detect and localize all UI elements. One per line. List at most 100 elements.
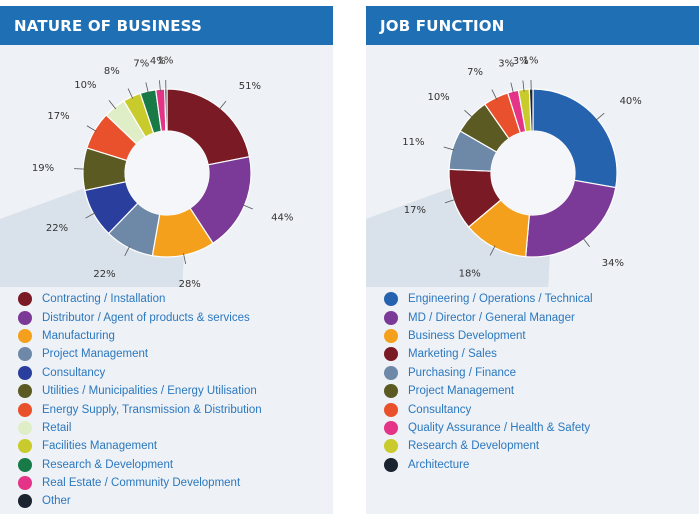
- leader-line-consultancy: [491, 89, 498, 100]
- job-function-panel: JOB FUNCTION 40% 34% 18% 17% 11% 10% 7% 3% 3% 1% …: [366, 6, 699, 514]
- chart-shadow: [366, 188, 550, 287]
- label-quality-assurance-health-and-safety: 3%: [498, 59, 514, 70]
- legend-label: Manufacturing: [42, 329, 115, 342]
- legend-item-md-director-general-manager: MD / Director / General Manager: [384, 308, 593, 326]
- legend-item-project-management: Project Management: [384, 382, 593, 400]
- label-consultancy: 7%: [467, 67, 483, 78]
- label-engineering-operations-technical: 40%: [620, 96, 642, 107]
- nature-of-business-panel: NATURE OF BUSINESS 51% 44% 28% 22% 22% 19% 17%…: [0, 6, 333, 514]
- donut-center: [125, 131, 209, 215]
- legend-swatch: [18, 494, 32, 509]
- legend-item-energy-supply-transmission-and-distribution: Energy Supply, Transmission & Distributi…: [18, 400, 262, 418]
- legend-item-contracting-installation: Contracting / Installation: [18, 290, 262, 308]
- legend-item-real-estate-community-development: Real Estate / Community Development: [18, 474, 262, 492]
- legend-swatch: [18, 476, 32, 491]
- legend-label: Distributor / Agent of products & servic…: [42, 311, 250, 324]
- legend-label: Consultancy: [408, 403, 472, 416]
- legend-swatch: [384, 310, 398, 325]
- leader-line-real-estate-community-development: [159, 80, 161, 92]
- legend-label: Contracting / Installation: [42, 293, 166, 306]
- legend-swatch: [18, 365, 32, 380]
- leader-line-md-director-general-manager: [582, 237, 590, 248]
- label-business-development: 18%: [459, 269, 481, 280]
- label-project-management: 10%: [427, 92, 449, 103]
- nature-of-business-donut-chart: 51% 44% 28% 22% 22% 19% 17% 10% 8% 7% 4%1%: [0, 56, 293, 287]
- label-facilities-management: 8%: [104, 66, 120, 77]
- legend-item-consultancy: Consultancy: [384, 400, 593, 418]
- legend-item-manufacturing: Manufacturing: [18, 327, 262, 345]
- legend-item-business-development: Business Development: [384, 327, 593, 345]
- legend-label: Facilities Management: [42, 440, 158, 453]
- legend-label: Energy Supply, Transmission & Distributi…: [42, 403, 262, 416]
- legend-item-research-and-development: Research & Development: [384, 437, 593, 455]
- legend-item-purchasing-finance: Purchasing / Finance: [384, 364, 593, 382]
- legend-item-distributor-agent-of-products-and-services: Distributor / Agent of products & servic…: [18, 308, 262, 326]
- leader-line-contracting-installation: [218, 100, 227, 110]
- legend-label: Other: [42, 495, 71, 508]
- chart-shadow: [0, 188, 184, 287]
- legend-label: Utilities / Municipalities / Energy Util…: [42, 385, 257, 398]
- leader-line-business-development: [489, 245, 496, 256]
- leader-line-consultancy: [85, 212, 96, 219]
- label-real-estate-community-development: 4%: [150, 56, 166, 67]
- legend-swatch: [384, 384, 398, 399]
- nature-of-business-title: NATURE OF BUSINESS: [0, 6, 333, 45]
- legend-label: Research & Development: [408, 440, 540, 453]
- legend-item-retail: Retail: [18, 419, 262, 437]
- legend-label: Project Management: [42, 348, 149, 361]
- legend-label: Engineering / Operations / Technical: [408, 293, 593, 306]
- leader-line-project-management: [124, 245, 131, 257]
- leader-line-quality-assurance-health-and-safety: [510, 82, 514, 94]
- legend-item-quality-assurance-health-and-safety: Quality Assurance / Health & Safety: [384, 419, 593, 437]
- leader-line-manufacturing: [183, 253, 187, 265]
- legend-swatch: [18, 439, 32, 454]
- label-distributor-agent-of-products-and-services: 44%: [271, 212, 293, 223]
- legend-item-facilities-management: Facilities Management: [18, 437, 262, 455]
- legend-swatch: [18, 457, 32, 472]
- job-function-legend: Engineering / Operations / Technical MD /…: [384, 290, 593, 474]
- label-project-management: 22%: [93, 269, 115, 280]
- label-research-and-development: 3%: [513, 56, 529, 67]
- legend-label: Architecture: [408, 458, 470, 471]
- leader-line-distributor-agent-of-products-and-services: [242, 204, 253, 210]
- label-energy-supply-transmission-and-distribution: 17%: [47, 111, 69, 122]
- label-md-director-general-manager: 34%: [602, 258, 624, 269]
- label-research-and-development: 7%: [133, 58, 149, 69]
- legend-swatch: [18, 420, 32, 435]
- legend-swatch: [384, 347, 398, 362]
- leader-line-retail: [108, 100, 117, 110]
- leader-line-project-management: [464, 109, 473, 118]
- legend-item-other: Other: [18, 492, 262, 510]
- legend-swatch: [384, 420, 398, 435]
- legend-label: Project Management: [408, 385, 515, 398]
- label-manufacturing: 28%: [179, 279, 201, 287]
- leader-line-research-and-development: [522, 80, 525, 92]
- legend-item-research-and-development: Research & Development: [18, 456, 262, 474]
- label-other: 1%: [158, 56, 174, 67]
- label-utilities-municipalities-energy-utilisation: 19%: [32, 163, 54, 174]
- legend-label: MD / Director / General Manager: [408, 311, 575, 324]
- legend-label: Business Development: [408, 329, 526, 342]
- legend-label: Real Estate / Community Development: [42, 477, 241, 490]
- legend-swatch: [384, 328, 398, 343]
- nature-of-business-legend: Contracting / Installation Distributor / …: [18, 290, 262, 511]
- legend-swatch: [18, 402, 32, 417]
- label-retail: 10%: [74, 80, 96, 91]
- donut-center: [491, 131, 575, 215]
- legend-label: Quality Assurance / Health & Safety: [408, 421, 591, 434]
- legend-label: Purchasing / Finance: [408, 366, 517, 379]
- legend-item-architecture: Architecture: [384, 456, 593, 474]
- legend-swatch: [18, 292, 32, 307]
- legend-swatch: [18, 347, 32, 362]
- legend-item-project-management: Project Management: [18, 345, 262, 363]
- label-marketing-sales: 17%: [404, 205, 426, 216]
- legend-label: Research & Development: [42, 458, 174, 471]
- legend-swatch: [18, 384, 32, 399]
- label-architecture: 1%: [523, 56, 539, 67]
- legend-swatch: [18, 328, 32, 343]
- legend-swatch: [384, 402, 398, 417]
- leader-line-research-and-development: [145, 82, 149, 94]
- leader-line-utilities-municipalities-energy-utilisation: [74, 168, 86, 170]
- legend-swatch: [384, 439, 398, 454]
- label-consultancy: 22%: [46, 223, 68, 234]
